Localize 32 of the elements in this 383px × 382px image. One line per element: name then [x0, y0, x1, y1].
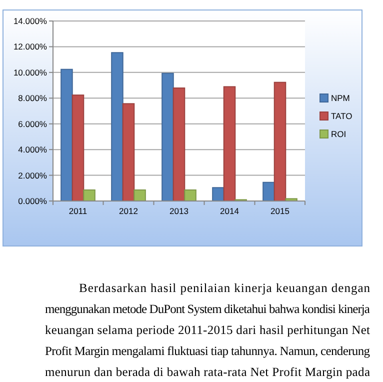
y-tick-label: 10.000% — [13, 67, 48, 78]
bar — [60, 68, 73, 202]
y-tick-label: 0.000% — [18, 196, 48, 206]
text: keuangan selama periode 2011-2015 dari hasil perhitungan Net — [45, 323, 371, 337]
y-tick-label: 14.000% — [13, 16, 48, 26]
bar — [72, 94, 84, 202]
y-tick-label: 6.000% — [18, 118, 48, 129]
bar — [274, 82, 286, 202]
bar — [223, 86, 236, 202]
x-tick-label: 2013 — [170, 206, 189, 216]
bar — [184, 189, 196, 202]
text: Profit Margin mengalami fluktuasi tiap tahunnya. Namun, cenderung — [45, 344, 371, 358]
text: Berdasarkan hasil penilaian kinerja keuangan dengan — [79, 281, 371, 295]
x-tick-label: 2012 — [119, 206, 138, 216]
legend-label: TATO — [331, 110, 353, 121]
bar — [122, 103, 135, 202]
y-tick-label: 2.000% — [18, 170, 48, 180]
x-tick-label: 2014 — [220, 206, 240, 216]
y-tick-label: 12.000% — [13, 42, 48, 52]
x-tick-label: 2011 — [68, 206, 88, 216]
text: menurun dan berada di bawah rata-rata Net Profit Margin pada — [45, 365, 370, 379]
bar — [134, 189, 146, 202]
x-tick-label: 2015 — [270, 206, 290, 216]
text: menggunakan metode DuPont System diketahui bahwa kondisi kinerja — [45, 302, 370, 316]
bar — [172, 87, 186, 202]
bar — [83, 189, 96, 202]
legend-label: NPM — [331, 92, 350, 103]
bar — [162, 72, 174, 202]
y-tick-label: 4.000% — [18, 144, 48, 155]
legend-label: ROI — [331, 128, 346, 139]
y-tick-label: 8.000% — [18, 93, 48, 104]
bar — [111, 52, 124, 202]
